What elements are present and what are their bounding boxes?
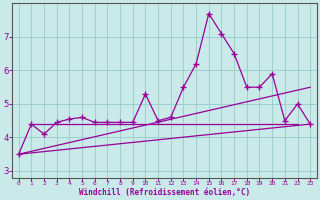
X-axis label: Windchill (Refroidissement éolien,°C): Windchill (Refroidissement éolien,°C) bbox=[79, 188, 250, 197]
